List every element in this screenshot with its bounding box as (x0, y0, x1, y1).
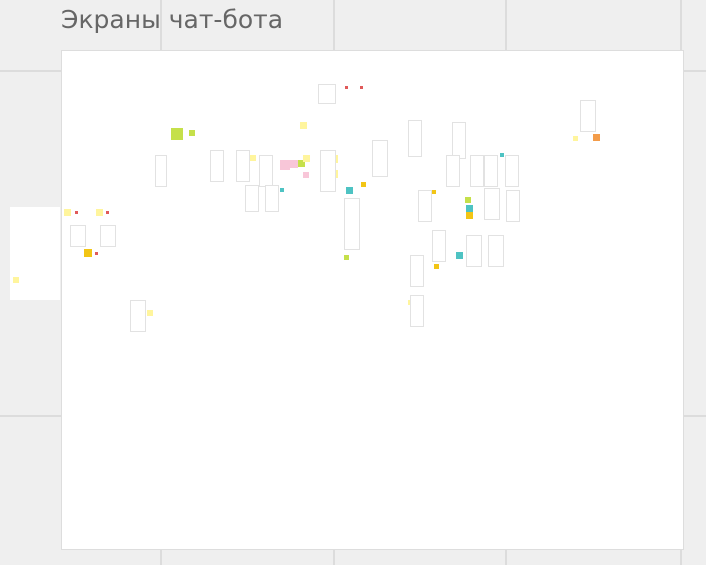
sticky-note[interactable] (171, 128, 183, 140)
screen-card[interactable] (245, 185, 259, 212)
screen-card[interactable] (320, 150, 336, 192)
screen-card[interactable] (505, 155, 519, 187)
screen-card[interactable] (372, 140, 388, 177)
sticky-note[interactable] (96, 209, 103, 216)
sticky-note[interactable] (573, 136, 578, 141)
sticky-note[interactable] (466, 205, 473, 212)
side-frame[interactable] (10, 207, 60, 300)
screen-card[interactable] (100, 225, 116, 247)
sticky-note[interactable] (147, 310, 153, 316)
sticky-note[interactable] (84, 249, 92, 257)
screen-card[interactable] (408, 120, 422, 157)
sticky-note[interactable] (95, 252, 98, 255)
screen-card[interactable] (418, 190, 432, 222)
screen-card[interactable] (318, 84, 336, 104)
screen-card[interactable] (580, 100, 596, 132)
screen-card[interactable] (488, 235, 504, 267)
sticky-note[interactable] (500, 153, 504, 157)
chatbot-screens-frame[interactable] (61, 50, 684, 550)
screen-card[interactable] (484, 188, 500, 220)
sticky-note[interactable] (280, 188, 284, 192)
screen-card[interactable] (210, 150, 224, 182)
sticky-note[interactable] (300, 122, 307, 129)
sticky-note[interactable] (465, 197, 471, 203)
sticky-note[interactable] (360, 86, 363, 89)
sticky-note[interactable] (361, 182, 366, 187)
sticky-note[interactable] (75, 211, 78, 214)
screen-card[interactable] (452, 122, 466, 159)
screen-card[interactable] (484, 155, 498, 187)
sticky-note[interactable] (432, 190, 436, 194)
sticky-note[interactable] (345, 86, 348, 89)
screen-card[interactable] (265, 185, 279, 212)
sticky-note[interactable] (250, 155, 256, 161)
screen-card[interactable] (410, 255, 424, 287)
sticky-note[interactable] (434, 264, 439, 269)
screen-card[interactable] (236, 150, 250, 182)
sticky-note[interactable] (13, 277, 19, 283)
screen-card[interactable] (432, 230, 446, 262)
screen-card[interactable] (466, 235, 482, 267)
sticky-note[interactable] (466, 212, 473, 219)
screen-card[interactable] (410, 295, 424, 327)
sticky-note[interactable] (106, 211, 109, 214)
sticky-note[interactable] (189, 130, 195, 136)
screen-card[interactable] (259, 155, 273, 187)
sticky-note[interactable] (280, 160, 290, 170)
sticky-note[interactable] (593, 134, 600, 141)
sticky-note[interactable] (456, 252, 463, 259)
sticky-note[interactable] (298, 160, 305, 167)
sticky-note[interactable] (346, 187, 353, 194)
sticky-note[interactable] (64, 209, 71, 216)
screen-card[interactable] (70, 225, 86, 247)
frame-title[interactable]: Экраны чат-бота (61, 5, 284, 34)
screen-card[interactable] (344, 198, 360, 250)
screen-card[interactable] (470, 155, 484, 187)
screen-card[interactable] (506, 190, 520, 222)
screen-card[interactable] (130, 300, 146, 332)
sticky-note[interactable] (303, 155, 310, 162)
sticky-note[interactable] (290, 160, 298, 168)
sticky-note[interactable] (303, 172, 309, 178)
sticky-note[interactable] (344, 255, 349, 260)
screen-card[interactable] (155, 155, 167, 187)
screen-card[interactable] (446, 155, 460, 187)
